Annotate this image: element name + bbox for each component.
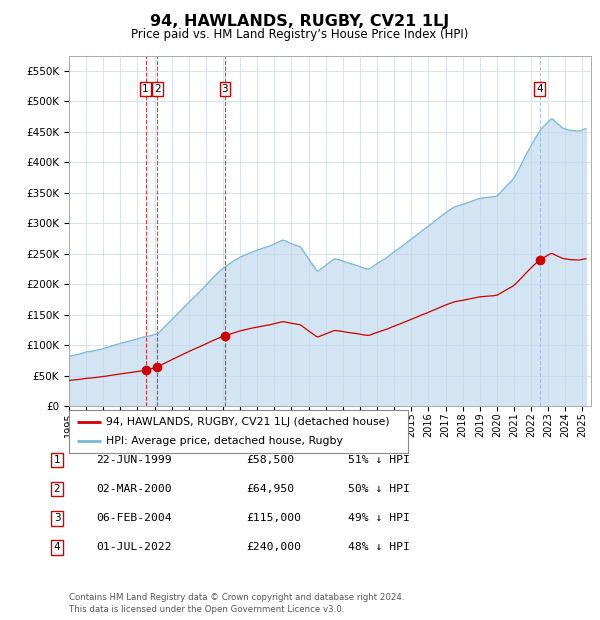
Text: 01-JUL-2022: 01-JUL-2022 [96, 542, 172, 552]
Text: £64,950: £64,950 [246, 484, 294, 494]
Text: HPI: Average price, detached house, Rugby: HPI: Average price, detached house, Rugb… [106, 436, 343, 446]
Text: 4: 4 [536, 84, 543, 94]
Text: 22-JUN-1999: 22-JUN-1999 [96, 455, 172, 465]
FancyBboxPatch shape [69, 410, 408, 453]
Text: 4: 4 [53, 542, 61, 552]
Text: Contains HM Land Registry data © Crown copyright and database right 2024.
This d: Contains HM Land Registry data © Crown c… [69, 593, 404, 614]
Text: 48% ↓ HPI: 48% ↓ HPI [348, 542, 410, 552]
Text: 50% ↓ HPI: 50% ↓ HPI [348, 484, 410, 494]
Text: 1: 1 [53, 455, 61, 465]
Text: 94, HAWLANDS, RUGBY, CV21 1LJ: 94, HAWLANDS, RUGBY, CV21 1LJ [151, 14, 449, 29]
Text: 1: 1 [142, 84, 149, 94]
Text: 3: 3 [221, 84, 228, 94]
Text: 94, HAWLANDS, RUGBY, CV21 1LJ (detached house): 94, HAWLANDS, RUGBY, CV21 1LJ (detached … [106, 417, 390, 427]
Text: £115,000: £115,000 [246, 513, 301, 523]
Text: £58,500: £58,500 [246, 455, 294, 465]
Text: 49% ↓ HPI: 49% ↓ HPI [348, 513, 410, 523]
Text: 2: 2 [53, 484, 61, 494]
Text: 06-FEB-2004: 06-FEB-2004 [96, 513, 172, 523]
Text: 51% ↓ HPI: 51% ↓ HPI [348, 455, 410, 465]
Text: 3: 3 [53, 513, 61, 523]
Text: £240,000: £240,000 [246, 542, 301, 552]
Text: 2: 2 [154, 84, 161, 94]
Text: 02-MAR-2000: 02-MAR-2000 [96, 484, 172, 494]
Text: Price paid vs. HM Land Registry’s House Price Index (HPI): Price paid vs. HM Land Registry’s House … [131, 28, 469, 41]
